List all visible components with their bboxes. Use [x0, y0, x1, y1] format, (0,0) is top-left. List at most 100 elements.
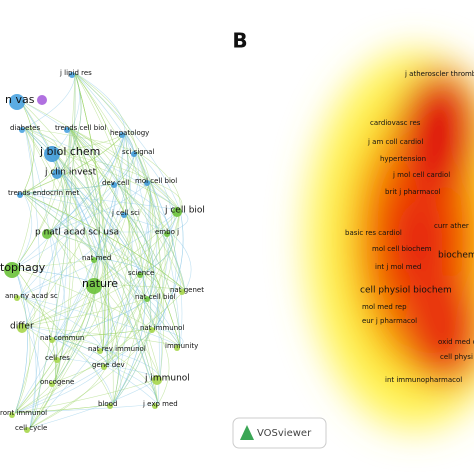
- edge: [19, 99, 35, 194]
- edge: [14, 267, 181, 347]
- edge: [96, 257, 181, 347]
- edge: [69, 127, 181, 347]
- edge: [116, 132, 135, 184]
- edge: [49, 231, 161, 379]
- edge: [22, 192, 181, 347]
- node-label: oncogene: [40, 378, 74, 386]
- node: [164, 231, 170, 237]
- edge: [149, 296, 166, 329]
- node-label: embo j: [155, 228, 179, 236]
- density-label: brit j pharmacol: [385, 188, 441, 196]
- edge: [14, 295, 31, 414]
- edge: [169, 231, 192, 291]
- density-label: cell physiol biochem: [360, 286, 452, 296]
- node-label: trends cell biol: [55, 124, 106, 132]
- edge: [19, 99, 181, 211]
- node: [4, 262, 20, 278]
- edge: [29, 72, 76, 429]
- density-label: j atheroscler thromb: [404, 70, 474, 78]
- edge: [14, 182, 118, 269]
- edge: [59, 357, 161, 379]
- node-label: ront immunol: [0, 409, 47, 417]
- edge: [112, 296, 152, 405]
- density-label: eur j pharmacol: [362, 317, 417, 325]
- edge: [19, 295, 104, 350]
- node: [144, 180, 150, 186]
- edge: [22, 192, 144, 274]
- node-label: sci signal: [122, 148, 154, 156]
- node: [24, 427, 30, 433]
- node: [119, 132, 125, 138]
- edge: [96, 212, 130, 285]
- node: [17, 323, 27, 333]
- edge: [74, 72, 186, 291]
- edge: [149, 180, 183, 211]
- edge: [24, 127, 171, 233]
- edge: [19, 295, 57, 339]
- node-label: dev cell: [102, 179, 129, 187]
- node: [64, 127, 70, 133]
- edge: [14, 377, 161, 414]
- edge: [54, 151, 159, 405]
- node: [9, 94, 25, 110]
- edge: [74, 72, 151, 182]
- edge: [116, 182, 186, 291]
- node-label: mol cell biol: [135, 177, 177, 185]
- edge: [102, 272, 144, 350]
- network-nodes: [4, 72, 185, 433]
- edge: [24, 127, 71, 327]
- density-label: int j mol med: [375, 263, 421, 271]
- edge: [149, 180, 175, 233]
- node: [14, 295, 20, 301]
- edge: [24, 272, 144, 327]
- edge: [136, 151, 164, 379]
- node-label: j biol chem: [39, 145, 100, 158]
- node: [17, 192, 23, 198]
- edge: [14, 127, 34, 269]
- edge: [54, 127, 77, 383]
- node: [149, 327, 155, 333]
- edge: [24, 325, 104, 350]
- edge: [14, 267, 28, 414]
- edge: [19, 295, 36, 327]
- edge: [74, 72, 138, 153]
- node: [97, 348, 103, 354]
- node: [49, 381, 55, 387]
- density-label: mol med rep: [362, 303, 407, 311]
- node-label: nature: [82, 277, 118, 290]
- edge: [96, 283, 120, 405]
- edge: [29, 377, 161, 429]
- node: [152, 375, 162, 385]
- vosviewer-logo: VOSviewer: [232, 417, 327, 449]
- node: [174, 345, 180, 351]
- node: [111, 182, 117, 188]
- node: [86, 278, 102, 294]
- edge: [59, 231, 171, 359]
- node-label: diabetes: [10, 124, 40, 132]
- edge: [14, 364, 108, 414]
- edge: [116, 132, 135, 184]
- edge: [19, 99, 159, 405]
- edge: [54, 182, 118, 339]
- node-label: j lipid res: [59, 69, 92, 77]
- density-label: oxid med cell lon: [438, 338, 474, 346]
- edge: [22, 192, 171, 233]
- edge: [14, 72, 76, 414]
- edge: [24, 325, 41, 429]
- node-label: blood: [98, 400, 117, 408]
- edge: [29, 180, 151, 429]
- edge: [29, 364, 108, 429]
- edge: [74, 72, 126, 134]
- density-label: cell physi: [440, 353, 473, 361]
- node: [172, 207, 182, 217]
- edge: [69, 127, 181, 211]
- edge: [96, 209, 181, 285]
- node: [9, 412, 15, 418]
- panel-label: B: [232, 29, 247, 53]
- density-label: cardiovasc res: [370, 119, 421, 127]
- node-label: nat rev immunol: [88, 345, 146, 353]
- edge: [149, 180, 166, 329]
- edge: [14, 267, 56, 383]
- edge: [102, 348, 161, 379]
- node: [54, 357, 60, 363]
